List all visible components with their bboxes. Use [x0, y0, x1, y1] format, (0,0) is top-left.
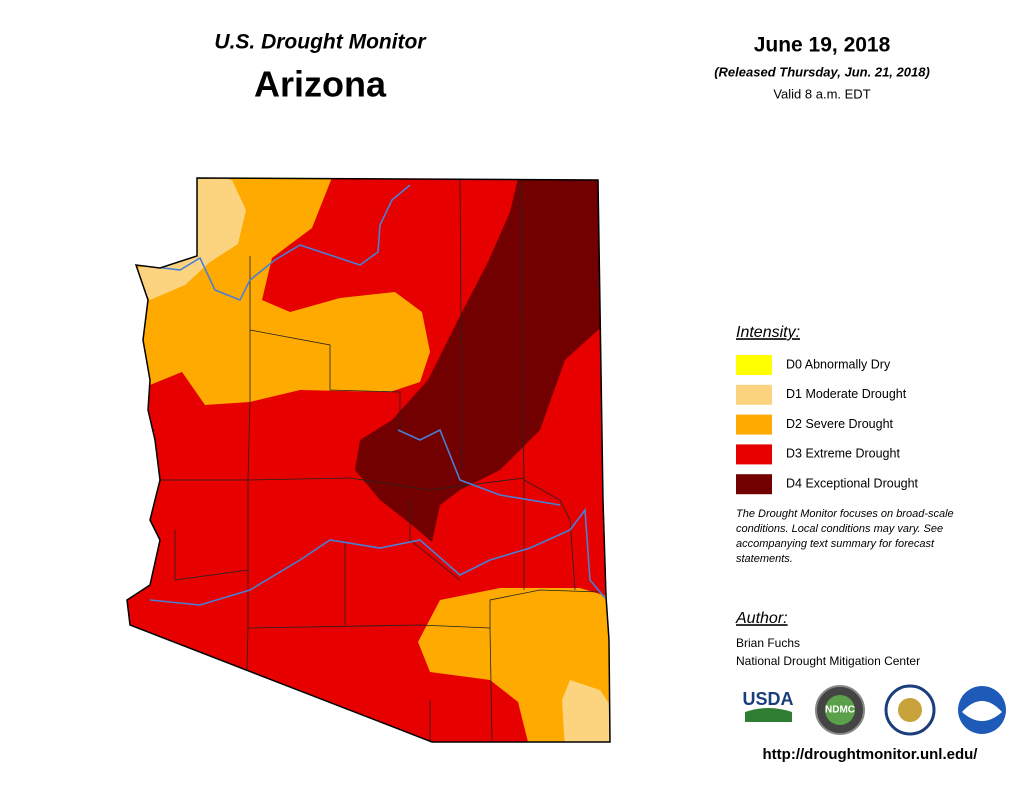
note-line: accompanying text summary for forecast [736, 538, 935, 550]
note-line: conditions. Local conditions may vary. S… [736, 523, 943, 535]
legend-label: D0 Abnormally Dry [786, 357, 891, 371]
usda-swoosh [745, 708, 792, 722]
state-outline [126, 177, 611, 743]
legend-swatch [736, 384, 772, 405]
d4-area [355, 178, 610, 542]
note: The Drought Monitor focuses on broad-sca… [736, 508, 954, 565]
author-line: National Drought Mitigation Center [736, 654, 920, 668]
county-lines [150, 179, 601, 742]
legend: D0 Abnormally Dry D1 Moderate Drought D2 S… [736, 355, 919, 495]
legend-label: D2 Severe Drought [786, 417, 894, 431]
doc-emblem [898, 698, 922, 722]
legend-swatch [736, 414, 772, 435]
legend-swatch [736, 444, 772, 465]
legend-label: D1 Moderate Drought [786, 387, 907, 401]
subtitle: U.S. Drought Monitor [214, 31, 427, 54]
title: Arizona [254, 64, 387, 105]
map [127, 178, 610, 742]
noaa-bird [962, 701, 1002, 721]
usda-logo: USDA [742, 689, 793, 709]
legend-label: D3 Extreme Drought [786, 447, 900, 461]
author: Brian Fuchs National Drought Mitigation C… [736, 636, 920, 668]
legend-swatch [736, 355, 772, 375]
legend-swatch [736, 474, 772, 495]
ndmc-globe [825, 695, 855, 725]
note-line: statements. [736, 553, 793, 565]
d1-area [562, 680, 610, 742]
note-line: The Drought Monitor focuses on broad-sca… [736, 508, 954, 520]
logos: USDA NDMC [742, 684, 1006, 736]
url: http://droughtmonitor.unl.edu/ [763, 746, 979, 763]
date: June 19, 2018 [754, 34, 891, 57]
author-title: Author: [735, 610, 788, 627]
valid-time: Valid 8 a.m. EDT [773, 86, 870, 101]
released: (Released Thursday, Jun. 21, 2018) [714, 64, 930, 79]
author-line: Brian Fuchs [736, 636, 800, 650]
rivers [139, 184, 606, 606]
ndmc-logo: NDMC [825, 705, 855, 716]
legend-title: Intensity: [736, 324, 800, 341]
legend-label: D4 Exceptional Drought [786, 476, 919, 490]
